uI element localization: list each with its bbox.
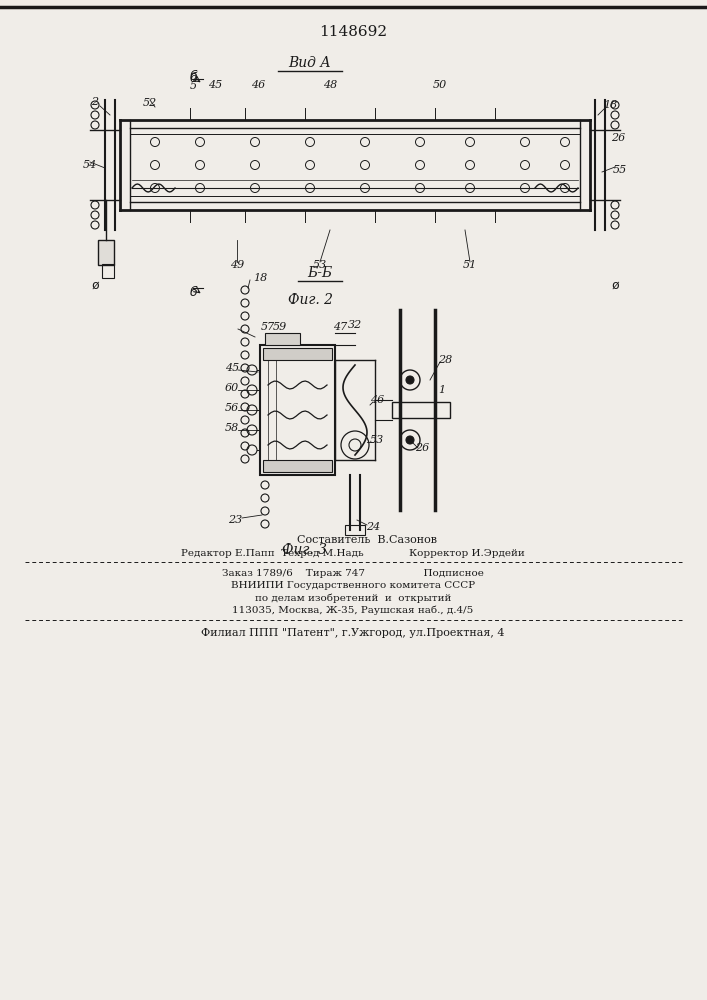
Text: 26: 26 <box>415 443 429 453</box>
Text: 47: 47 <box>333 322 347 332</box>
Circle shape <box>406 376 414 384</box>
Circle shape <box>406 436 414 444</box>
Text: 113035, Москва, Ж-35, Раушская наб., д.4/5: 113035, Москва, Ж-35, Раушская наб., д.4… <box>233 605 474 615</box>
Text: 53: 53 <box>370 435 384 445</box>
Text: 2: 2 <box>91 97 98 107</box>
Text: 28: 28 <box>438 355 452 365</box>
Text: Вид А: Вид А <box>288 56 332 70</box>
Text: 1: 1 <box>438 385 445 395</box>
Text: ø: ø <box>91 278 99 292</box>
Text: б: б <box>189 70 197 83</box>
Text: Филиал ППП "Патент", г.Ужгород, ул.Проектная, 4: Филиал ППП "Патент", г.Ужгород, ул.Проек… <box>201 628 505 638</box>
Text: 24: 24 <box>366 522 380 532</box>
Text: 18: 18 <box>603 100 617 110</box>
Bar <box>263 348 332 360</box>
Text: б: б <box>189 286 197 298</box>
Text: Фиг. 3: Фиг. 3 <box>283 543 327 557</box>
Text: 46: 46 <box>251 80 265 90</box>
Text: 49: 49 <box>230 260 244 270</box>
Text: Заказ 1789/6    Тираж 747                  Подписное: Заказ 1789/6 Тираж 747 Подписное <box>222 570 484 578</box>
Bar <box>265 333 300 345</box>
Text: 23: 23 <box>228 515 242 525</box>
Text: б: б <box>189 72 197 85</box>
Bar <box>345 525 365 535</box>
Text: по делам изобретений  и  открытий: по делам изобретений и открытий <box>255 593 451 603</box>
Text: 26: 26 <box>611 133 625 143</box>
Bar <box>392 402 450 418</box>
Text: 57: 57 <box>261 322 275 332</box>
Text: 1148692: 1148692 <box>319 25 387 39</box>
Text: 45: 45 <box>225 363 239 373</box>
Bar <box>263 460 332 472</box>
Text: Б-Б: Б-Б <box>308 266 332 280</box>
Text: 46: 46 <box>370 395 384 405</box>
Text: 53: 53 <box>313 260 327 270</box>
Text: 54: 54 <box>83 160 97 170</box>
Text: 59: 59 <box>273 322 287 332</box>
Text: 18: 18 <box>253 273 267 283</box>
Text: 55: 55 <box>613 165 627 175</box>
Text: Фиг. 2: Фиг. 2 <box>288 293 332 307</box>
Text: 56: 56 <box>225 403 239 413</box>
Bar <box>260 345 335 475</box>
Text: Составитель  В.Сазонов: Составитель В.Сазонов <box>269 535 437 545</box>
Text: 60: 60 <box>225 383 239 393</box>
Text: 52: 52 <box>143 98 157 108</box>
Bar <box>98 240 114 265</box>
Text: 50: 50 <box>433 80 447 90</box>
Text: ВНИИПИ Государственного комитета СССР: ВНИИПИ Государственного комитета СССР <box>231 582 475 590</box>
Text: 32: 32 <box>348 320 362 330</box>
Text: 51: 51 <box>463 260 477 270</box>
Text: 48: 48 <box>323 80 337 90</box>
Text: 5: 5 <box>189 81 197 91</box>
Text: 58: 58 <box>225 423 239 433</box>
Text: ø: ø <box>611 278 619 292</box>
Bar <box>102 264 114 278</box>
Text: Редактор Е.Папп  Техред М.Надь              Корректор И.Эрдейи: Редактор Е.Папп Техред М.Надь Корректор … <box>181 548 525 558</box>
Text: 45: 45 <box>208 80 222 90</box>
